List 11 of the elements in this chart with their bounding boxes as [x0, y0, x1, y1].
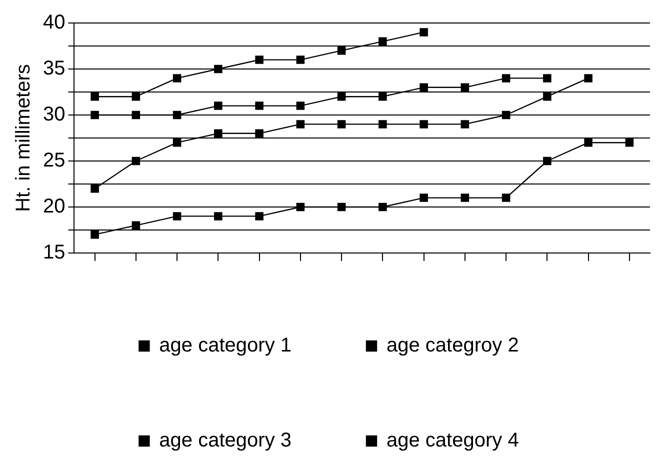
y-tick-label: 30 — [42, 104, 66, 126]
y-axis-title: Ht. in millimeters — [12, 64, 35, 212]
legend-label: age categroy 2 — [386, 334, 519, 357]
y-tick-label: 35 — [42, 58, 66, 80]
y-tick-label: 15 — [42, 242, 66, 264]
y-tick-label: 20 — [42, 196, 66, 218]
legend-label: age category 4 — [386, 430, 519, 452]
y-tick-label: 25 — [42, 150, 66, 172]
legend-label: age category 1 — [159, 334, 292, 357]
legend-label: age category 3 — [159, 430, 292, 452]
y-tick-label: 40 — [42, 12, 66, 34]
